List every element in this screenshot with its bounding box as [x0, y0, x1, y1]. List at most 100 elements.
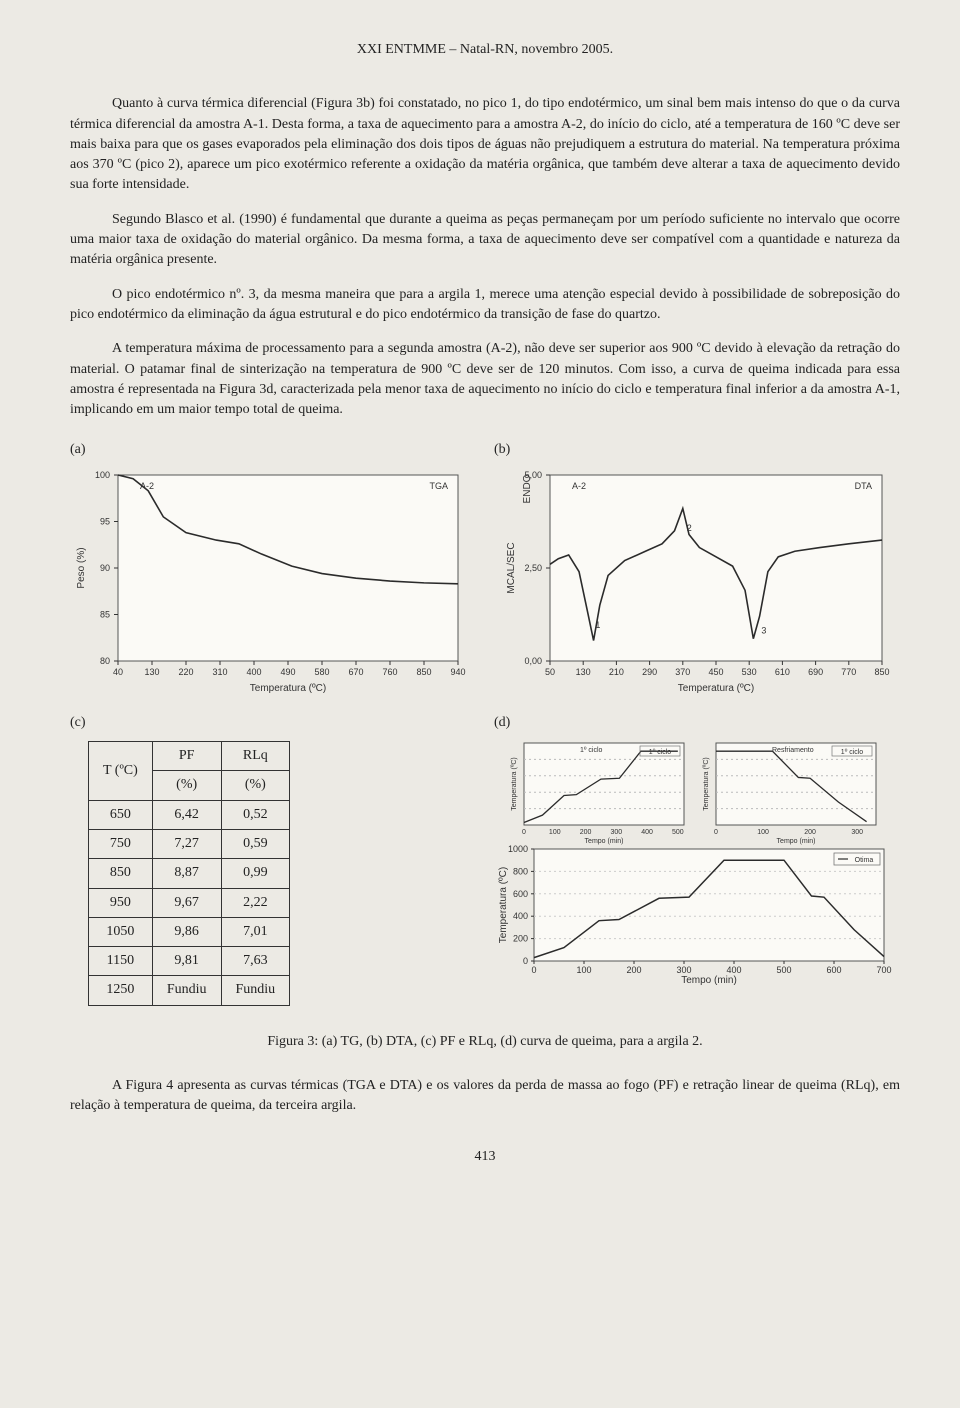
svg-text:700: 700 — [876, 965, 891, 975]
svg-text:300: 300 — [676, 965, 691, 975]
svg-text:100: 100 — [576, 965, 591, 975]
svg-text:530: 530 — [742, 667, 757, 677]
svg-text:Temperatura (ºC): Temperatura (ºC) — [703, 757, 710, 811]
chart-a-tga: 4013022031040049058067076085094080859095… — [70, 465, 470, 695]
svg-text:0: 0 — [714, 829, 718, 836]
svg-text:670: 670 — [348, 667, 363, 677]
panel-d: (d) 0 100 200 300 400 500 Tempo (min) Temperatu… — [494, 713, 900, 1006]
svg-text:Temperatura (ºC): Temperatura (ºC) — [250, 683, 326, 694]
svg-text:MCAL/SEC: MCAL/SEC — [506, 542, 517, 593]
svg-text:85: 85 — [100, 609, 110, 619]
svg-text:300: 300 — [610, 829, 622, 836]
panel-b: (b) 501302102903704505306106907708500,00… — [494, 440, 900, 694]
svg-text:0: 0 — [522, 829, 526, 836]
svg-text:Peso (%): Peso (%) — [76, 547, 87, 588]
svg-text:DTA: DTA — [855, 481, 872, 491]
svg-text:A-2: A-2 — [140, 481, 154, 491]
svg-text:200: 200 — [513, 934, 528, 944]
panel-c: (c) T (ºC)PFRLq(%)(%)6506,420,527507,270… — [70, 713, 476, 1006]
table-row: 6506,420,52 — [89, 800, 290, 829]
svg-text:1º ciclo: 1º ciclo — [580, 747, 603, 754]
table-header-pf: PF — [152, 742, 221, 771]
svg-text:100: 100 — [95, 470, 110, 480]
svg-text:3: 3 — [761, 625, 766, 635]
table-header-temp: T (ºC) — [89, 742, 153, 801]
svg-text:Otima: Otima — [855, 857, 874, 864]
closing-paragraph: A Figura 4 apresenta as curvas térmicas … — [70, 1076, 900, 1117]
svg-text:ENDO: ENDO — [522, 474, 533, 503]
svg-text:100: 100 — [549, 829, 561, 836]
svg-text:0,00: 0,00 — [524, 656, 542, 666]
svg-text:Temperatura (ºC): Temperatura (ºC) — [511, 757, 518, 811]
table-row: 1250FundiuFundiu — [89, 976, 290, 1005]
paragraph-1: Quanto à curva térmica diferencial (Figu… — [70, 94, 900, 195]
table-pf-rlq: T (ºC)PFRLq(%)(%)6506,420,527507,270,598… — [88, 741, 290, 1006]
svg-text:Tempo (min): Tempo (min) — [681, 975, 737, 986]
svg-text:A-2: A-2 — [572, 481, 586, 491]
svg-text:290: 290 — [642, 667, 657, 677]
table-row: 8508,870,99 — [89, 859, 290, 888]
svg-text:130: 130 — [144, 667, 159, 677]
svg-text:80: 80 — [100, 656, 110, 666]
svg-text:690: 690 — [808, 667, 823, 677]
svg-text:310: 310 — [212, 667, 227, 677]
figure-caption: Figura 3: (a) TG, (b) DTA, (c) PF e RLq,… — [70, 1032, 900, 1052]
svg-text:40: 40 — [113, 667, 123, 677]
svg-text:1000: 1000 — [508, 844, 528, 854]
svg-text:0: 0 — [523, 956, 528, 966]
svg-text:500: 500 — [776, 965, 791, 975]
svg-text:940: 940 — [450, 667, 465, 677]
svg-text:0: 0 — [531, 965, 536, 975]
svg-text:200: 200 — [580, 829, 592, 836]
svg-text:Resfriamento: Resfriamento — [772, 747, 814, 754]
svg-text:200: 200 — [626, 965, 641, 975]
table-row: 7507,270,59 — [89, 829, 290, 858]
svg-text:210: 210 — [609, 667, 624, 677]
svg-text:400: 400 — [726, 965, 741, 975]
svg-text:Tempo (min): Tempo (min) — [585, 838, 624, 845]
svg-text:490: 490 — [280, 667, 295, 677]
svg-text:300: 300 — [851, 829, 863, 836]
svg-text:TGA: TGA — [429, 481, 448, 491]
svg-text:600: 600 — [826, 965, 841, 975]
svg-text:800: 800 — [513, 866, 528, 876]
table-row: 10509,867,01 — [89, 917, 290, 946]
svg-text:600: 600 — [513, 889, 528, 899]
svg-text:2,50: 2,50 — [524, 563, 542, 573]
svg-text:50: 50 — [545, 667, 555, 677]
figure-grid: (a) 401302203104004905806707608509408085… — [70, 440, 900, 1005]
svg-text:580: 580 — [314, 667, 329, 677]
svg-text:200: 200 — [804, 829, 816, 836]
svg-text:1º ciclo: 1º ciclo — [649, 749, 672, 756]
svg-text:500: 500 — [672, 829, 684, 836]
svg-text:400: 400 — [513, 911, 528, 921]
svg-text:400: 400 — [246, 667, 261, 677]
paragraph-2: Segundo Blasco et al. (1990) é fundament… — [70, 210, 900, 271]
svg-text:95: 95 — [100, 516, 110, 526]
svg-text:400: 400 — [641, 829, 653, 836]
table-header-rlq: RLq — [221, 742, 290, 771]
paragraph-3: O pico endotérmico nº. 3, da mesma manei… — [70, 285, 900, 326]
panel-b-label: (b) — [494, 440, 900, 460]
page-number: 413 — [70, 1147, 900, 1167]
chart-d-firing-curve: 0 100 200 300 400 500 Tempo (min) Temperatura (… — [494, 737, 894, 987]
svg-text:130: 130 — [576, 667, 591, 677]
svg-text:Tempo (min): Tempo (min) — [777, 838, 816, 845]
panel-a: (a) 401302203104004905806707608509408085… — [70, 440, 476, 694]
panel-c-label: (c) — [70, 713, 476, 733]
panel-a-label: (a) — [70, 440, 476, 460]
page-header: XXI ENTMME – Natal-RN, novembro 2005. — [70, 40, 900, 60]
svg-text:220: 220 — [178, 667, 193, 677]
paragraph-4: A temperatura máxima de processamento pa… — [70, 339, 900, 420]
svg-text:Temperatura (ºC): Temperatura (ºC) — [498, 867, 509, 943]
panel-d-label: (d) — [494, 713, 900, 733]
svg-text:1º ciclo: 1º ciclo — [841, 749, 864, 756]
chart-b-dta: 501302102903704505306106907708500,002,50… — [494, 465, 894, 695]
svg-text:90: 90 — [100, 563, 110, 573]
svg-text:370: 370 — [675, 667, 690, 677]
svg-text:770: 770 — [841, 667, 856, 677]
svg-text:1: 1 — [595, 620, 600, 630]
table-row: 11509,817,63 — [89, 947, 290, 976]
svg-text:850: 850 — [874, 667, 889, 677]
svg-text:610: 610 — [775, 667, 790, 677]
